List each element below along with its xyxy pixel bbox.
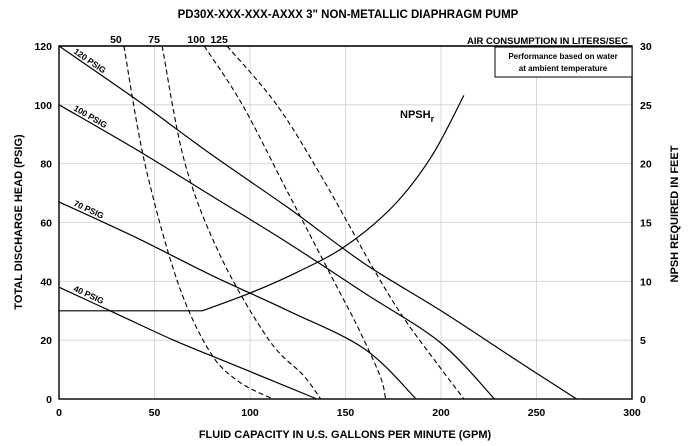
series-label-70-psig: 70 PSIG [72,198,106,221]
air-consumption-line-100 [203,45,387,400]
series-label-100-psig: 100 PSIG [72,103,109,130]
air-consumption-lines [123,45,465,400]
air-tick-label: 100 [187,34,205,46]
y-tick-label: 120 [34,41,52,53]
x-tick-label: 50 [149,407,161,419]
y-tick-label: 80 [40,159,52,171]
note-box [494,46,633,78]
y2-tick-label: 10 [640,276,652,288]
x-tick-label: 0 [56,407,62,419]
y-tick-label: 60 [40,218,52,230]
air-consumption-line-125 [226,45,465,400]
y-tick-label: 100 [34,100,52,112]
y2-axis-label: NPSH REQUIRED IN FEET [669,145,681,282]
y2-tick-label: 15 [640,218,652,230]
air-consumption-tick-labels: 50 75 100 125 [110,34,228,46]
x-tick-label: 300 [623,407,641,419]
air-consumption-title: AIR CONSUMPTION IN LITERS/SEC [467,36,628,47]
x-axis-tick-labels: 0 50 100 150 200 250 300 [56,407,641,419]
y2-tick-label: 25 [640,100,652,112]
air-tick-label: 50 [110,34,122,46]
x-axis-label: FLUID CAPACITY IN U.S. GALLONS PER MINUT… [199,429,492,441]
x-tick-label: 200 [432,407,450,419]
y2-tick-label: 30 [640,41,652,53]
series-label-120-psig: 120 PSIG [72,46,108,75]
series-curves [58,45,577,400]
y2-axis-tick-labels: 0 5 10 15 20 25 30 [640,41,652,406]
y-axis-label: TOTAL DISCHARGE HEAD (PSIG) [13,134,25,310]
series-line-npsh-r [59,95,465,312]
x-tick-label: 250 [528,407,546,419]
series-label-40-psig: 40 PSIG [72,283,106,306]
y2-tick-label: 20 [640,159,652,171]
y-tick-label: 0 [46,394,52,406]
y2-tick-label: 0 [640,394,646,406]
series-line-120-psig [58,45,577,400]
performance-note: Performance based on water at ambient te… [494,46,633,78]
air-tick-label: 125 [210,34,228,46]
chart-title: PD30X-XXX-XXX-AXXX 3" NON-METALLIC DIAPH… [178,9,519,21]
curve-labels: 120 PSIG 100 PSIG 70 PSIG 40 PSIG NPSHr [72,46,435,306]
series-line-70-psig [58,201,417,400]
x-tick-label: 100 [241,407,259,419]
series-label-npsh: NPSHr [400,109,435,124]
grid [59,46,632,399]
x-tick-label: 150 [337,407,355,419]
air-consumption-line-75 [161,45,322,400]
air-tick-label: 75 [148,34,160,46]
air-consumption-line-50 [123,45,274,400]
y-tick-label: 20 [40,335,52,347]
y-axis-tick-labels: 0 20 40 60 80 100 120 [34,41,52,406]
note-line-2: at ambient temperature [519,64,608,73]
series-line-100-psig [58,104,495,400]
note-line-1: Performance based on water [508,52,617,61]
y-tick-label: 40 [40,276,52,288]
y2-tick-label: 5 [640,335,646,347]
